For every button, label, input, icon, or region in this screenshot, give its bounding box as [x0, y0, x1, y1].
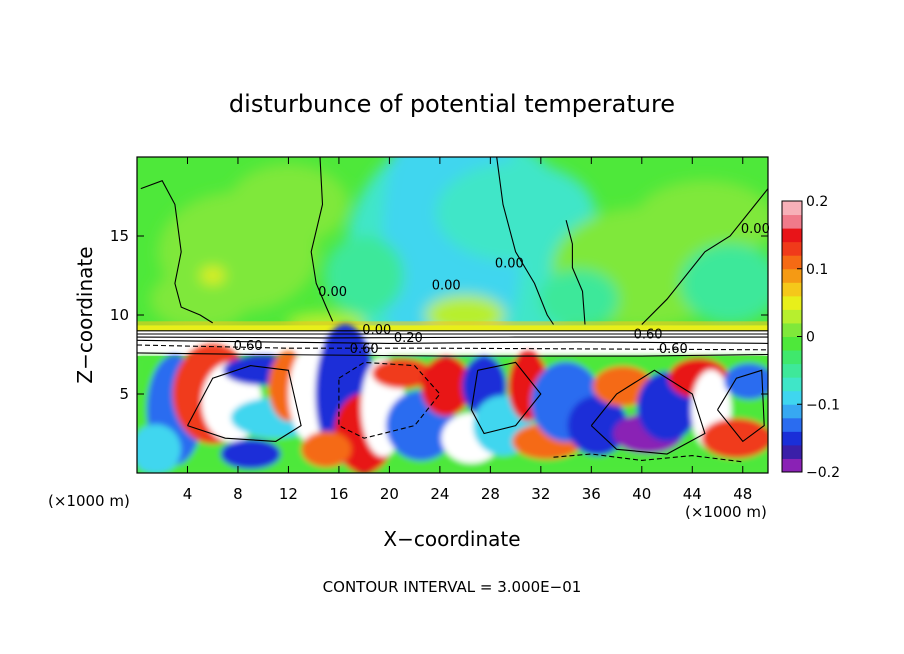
contour-line [470, 361, 542, 435]
x-tick-label: 16 [329, 485, 348, 503]
colorbar-swatch [782, 363, 802, 378]
contour-line-dashed [137, 344, 768, 351]
contour-line [137, 352, 768, 357]
colorbar-swatch [782, 255, 802, 270]
contour-line [310, 157, 334, 322]
contour-line [641, 188, 768, 325]
contour-line [565, 220, 586, 325]
x-axis: 4 8 12 16 20 24 28 32 36 40 44 48 [183, 157, 752, 503]
contour-label: 0.00 [362, 323, 391, 338]
colorbar-swatch [782, 201, 802, 216]
contour-label: 0.60 [234, 339, 263, 354]
colorbar-swatch [782, 458, 802, 473]
colorbar-swatch [782, 404, 802, 419]
x-axis-unit-right: (×1000 m) [685, 503, 767, 521]
x-tick-label: 32 [531, 485, 550, 503]
x-tick-label: 28 [481, 485, 500, 503]
contour-label: 0.60 [634, 328, 663, 343]
contour-line-dashed [553, 453, 743, 463]
lower-layer-patches [137, 324, 768, 473]
colorbar-tick-label: −0.2 [806, 465, 840, 481]
x-tick-label: 20 [380, 485, 399, 503]
x-tick-label: 36 [582, 485, 601, 503]
colorbar-swatch [782, 417, 802, 432]
contour-label: 0.20 [394, 331, 423, 346]
x-axis-label: X−coordinate [383, 527, 520, 551]
contour-line [137, 339, 768, 344]
x-tick-label: 12 [279, 485, 298, 503]
contour-label: 0.00 [318, 285, 347, 300]
contour-line [590, 369, 706, 455]
colorbar-swatch [782, 295, 802, 310]
contour-line [717, 369, 765, 443]
colorbar-tick-label: 0 [806, 330, 815, 346]
x-tick-label: 40 [632, 485, 651, 503]
contour-line-dashed [338, 361, 441, 439]
colorbar-swatch [782, 350, 802, 365]
contour-line [496, 157, 554, 325]
x-tick-label: 48 [733, 485, 752, 503]
contour-label: 0.60 [350, 342, 379, 357]
colorbar-swatch [782, 444, 802, 459]
colorbar-swatch [782, 336, 802, 351]
inversion-top [137, 325, 768, 331]
contour-labels: 0.000.000.000.000.600.600.60 0.600.200.00 [234, 222, 770, 357]
colorbar-swatch [782, 431, 802, 446]
colorbar: 0.2 0.1 0 −0.1 −0.2 [781, 194, 840, 481]
contour-lines [137, 157, 768, 463]
x-tick-label: 44 [683, 485, 702, 503]
contour-label: 0.60 [659, 342, 688, 357]
colorbar-swatch [782, 390, 802, 405]
colorbar-swatch [782, 268, 802, 283]
contour-interval-note: CONTOUR INTERVAL = 3.000E−01 [323, 578, 582, 596]
y-tick-label: 10 [110, 306, 129, 324]
contour-line [137, 336, 768, 339]
colorbar-swatch [782, 228, 802, 243]
x-tick-label: 24 [430, 485, 449, 503]
y-axis: 5 10 15 [110, 227, 768, 403]
contour-line [140, 180, 213, 324]
colorbar-tick-label: 0.1 [806, 262, 828, 278]
contour-label: 0.00 [741, 222, 770, 237]
field-colors [137, 157, 768, 473]
colorbar-swatch [782, 241, 802, 256]
x-axis-unit-left: (×1000 m) [48, 492, 130, 510]
y-tick-label: 5 [119, 385, 129, 403]
contour-label: 0.00 [432, 279, 461, 294]
x-tick-label: 4 [183, 485, 193, 503]
x-tick-label: 8 [233, 485, 243, 503]
colorbar-swatch [782, 309, 802, 324]
colorbar-tick-label: −0.1 [806, 397, 840, 413]
chart-title: disturbunce of potential temperature [229, 90, 675, 118]
colorbar-tick-label: 0.2 [806, 194, 828, 210]
colorbar-swatch [782, 214, 802, 229]
plot-area [137, 157, 768, 473]
colorbar-swatch [782, 377, 802, 392]
y-axis-label: Z−coordinate [73, 246, 97, 383]
colorbar-swatch [782, 282, 802, 297]
colorbar-swatch [782, 322, 802, 337]
y-tick-label: 15 [110, 227, 129, 245]
contour-label: 0.00 [495, 257, 524, 272]
contour-line [187, 365, 302, 442]
